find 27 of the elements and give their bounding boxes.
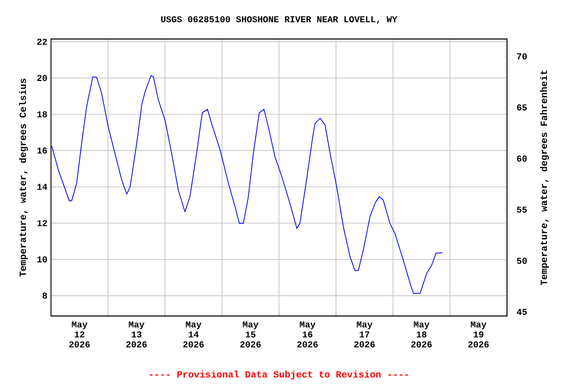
line-series: [51, 75, 443, 294]
x-tick-label: May 18 2026: [411, 322, 432, 348]
y-tick-label: 10: [37, 256, 47, 262]
y2-axis-title: Temperature, water, degrees Fahrenheit: [540, 70, 549, 286]
y2-tick-label: 65: [517, 104, 527, 111]
y2-tick-label: 70: [517, 53, 527, 60]
y-tick-label: 22: [37, 38, 47, 45]
x-tick-label: May 15 2026: [240, 322, 261, 348]
y-tick-label: 14: [37, 184, 48, 190]
y-axis-title: Temperature, water, degrees Celsius: [19, 78, 28, 277]
y-tick-label: 8: [42, 292, 48, 299]
y2-tick-label: 55: [516, 206, 527, 213]
y-tick-label: 16: [37, 148, 47, 154]
y-tick-label: 20: [37, 74, 47, 82]
y-tick-label: 18: [37, 111, 48, 118]
x-tick-label: May 17 2026: [354, 322, 375, 348]
text: ---- Provisional Data Subject to Revision ----: [150, 370, 408, 380]
y2-tick-label: 45: [516, 308, 527, 315]
chart-title: USGS 06285100 SHOSHONE RIVER NEAR LOVELL, WY: [161, 16, 398, 24]
x-tick-label: May 14 2026: [183, 322, 204, 348]
x-tick-label: May 13 2026: [126, 322, 147, 348]
x-tick-label: May 16 2026: [297, 322, 318, 348]
y-tick-label: 12: [37, 220, 47, 226]
y2-tick-label: 50: [516, 258, 527, 264]
x-tick-label: May 19 2026: [468, 322, 489, 348]
x-tick-label: May 12 2026: [69, 322, 90, 348]
y2-tick-label: 60: [517, 156, 527, 162]
